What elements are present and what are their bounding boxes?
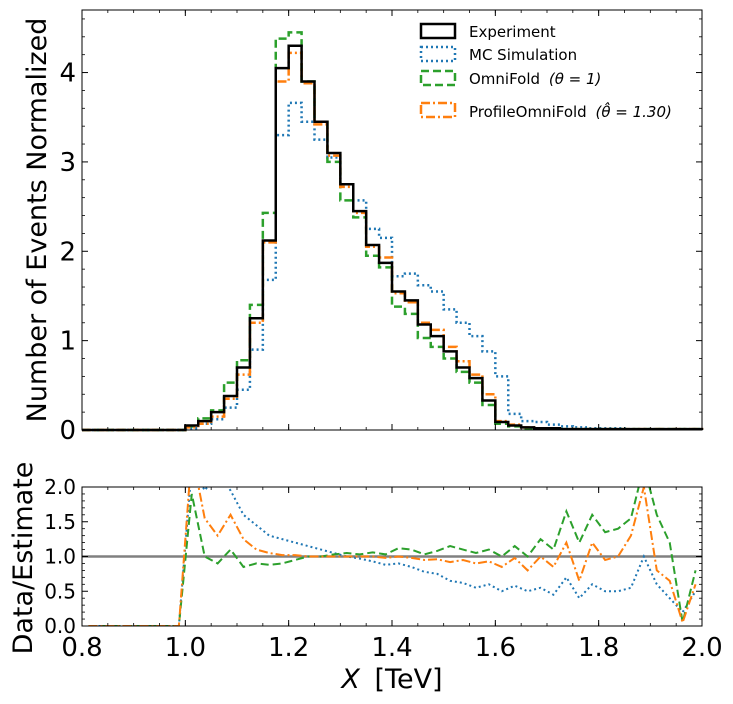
- ratio-y-tick-label: 1.0: [44, 545, 76, 569]
- legend-item-experiment: Experiment: [419, 22, 556, 41]
- legend-item-profileomnifold: ProfileOmniFold (θ̂ = 1.30): [419, 101, 672, 121]
- ratio-y-axis-label: Data/Estimate: [8, 462, 39, 655]
- ratio-y-tick-label: 0.5: [44, 579, 76, 603]
- ratio-series-omnifold: [88, 487, 697, 626]
- x-tick-label: 1.8: [578, 633, 619, 663]
- svg-text:OmniFold (θ = 1): OmniFold (θ = 1): [469, 70, 601, 88]
- legend-item-mc-simulation: MC Simulation: [419, 45, 577, 64]
- legend-math-omnifold: (θ = 1): [549, 70, 602, 88]
- legend-label-profileomnifold: ProfileOmniFold: [469, 103, 587, 121]
- legend-swatch-profileomnifold: [419, 101, 457, 119]
- main-y-tick-label: 0: [59, 416, 76, 446]
- legend-swatch-mc-simulation: [419, 45, 457, 63]
- legend-label-experiment: Experiment: [469, 23, 556, 41]
- main-y-tick-label: 1: [59, 327, 76, 357]
- ratio-y-tick-label: 1.5: [44, 510, 76, 534]
- legend: Experiment MC Simulation OmniFold (θ = 1…: [419, 22, 672, 121]
- legend-item-omnifold: OmniFold (θ = 1): [419, 69, 601, 88]
- legend-swatch-experiment: [419, 22, 457, 40]
- main-ticks: 0 1 2 3 4: [59, 10, 703, 446]
- main-y-tick-label: 2: [59, 237, 76, 267]
- x-tick-label: 0.8: [61, 633, 102, 663]
- legend-label-omnifold: OmniFold: [469, 70, 540, 88]
- x-tick-label: 1.2: [268, 633, 309, 663]
- x-axis-label: X [TeV]: [339, 664, 442, 695]
- legend-label-mc-simulation: MC Simulation: [469, 46, 577, 64]
- ratio-panel: 0.0 0.5 1.0 1.5 2.0 0.8 1.0 1.2 1.4 1.6 1.8 2.0 Dat…: [8, 462, 723, 695]
- ratio-ticks: 0.0 0.5 1.0 1.5 2.0 0.8 1.0 1.2 1.4 1.6 1.8 2.0: [44, 475, 722, 663]
- ratio-y-tick-label: 2.0: [44, 475, 76, 499]
- x-axis-label-unit: [TeV]: [375, 664, 443, 695]
- main-y-tick-label: 4: [59, 59, 76, 89]
- ratio-series-profileomnifold: [88, 487, 697, 626]
- legend-math-profileomnifold: (θ̂ = 1.30): [595, 101, 671, 121]
- main-y-axis-label: Number of Events Normalized: [22, 18, 53, 423]
- legend-swatch-omnifold: [419, 69, 457, 87]
- main-series-group: [82, 31, 704, 432]
- x-tick-label: 1.0: [165, 633, 206, 663]
- x-tick-label: 1.6: [475, 633, 516, 663]
- svg-text:ProfileOmniFold (θ̂: ProfileOmniFold (θ̂ = 1.30): [469, 101, 672, 121]
- x-tick-label: 2.0: [681, 633, 722, 663]
- main-series-experiment: [82, 44, 704, 432]
- x-axis-label-variable: X: [339, 664, 360, 695]
- ratio-y-tick-label: 0.0: [44, 614, 76, 638]
- main-y-tick-label: 3: [59, 148, 76, 178]
- x-tick-label: 1.4: [371, 633, 412, 663]
- main-panel: 0 1 2 3 4 Number of Events Normalized Experi…: [22, 9, 704, 446]
- ratio-series-group: [82, 487, 702, 626]
